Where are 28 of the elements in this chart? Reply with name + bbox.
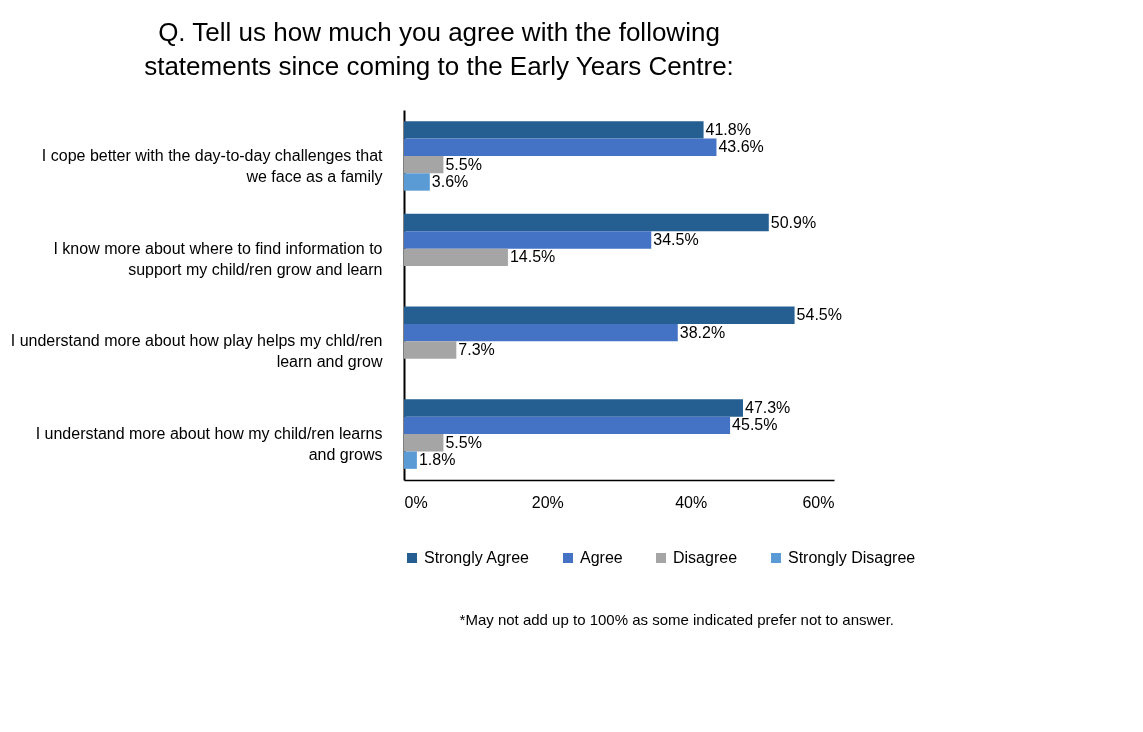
data-label: 3.6% [431,172,469,190]
x-tick-label: 20% [531,493,564,511]
data-label: 5.5% [445,433,482,451]
x-tick-label: 0% [404,493,428,511]
legend-label: Strongly Agree [424,549,530,566]
chart-title: Q. Tell us how much you agree with the following statements since coming to the Early Years Centre: [144,17,734,81]
x-tick-label: 40% [675,493,708,511]
data-label: 7.3% [458,341,495,359]
data-label: 50.9% [770,213,817,231]
data-label: 47.3% [744,399,791,417]
legend-label: Strongly Disagree [788,549,916,566]
y-tick-label: I cope better with the day-to-day challenges that we face as a family [41,146,384,185]
y-tick-label: I understand more about how my child/ren learns and grows [35,425,383,464]
data-label: 54.5% [796,306,842,324]
data-label: 41.8% [705,120,751,138]
data-label: 38.2% [679,323,726,341]
text: *May not add up to 100% as some indicated prefer not to answer. [459,611,894,628]
legend-label: Agree [580,549,623,566]
data-label: 45.5% [732,416,778,434]
x-tick-label: 60% [802,493,835,511]
legend-label: Disagree [673,549,738,566]
data-label: 5.5% [445,155,482,173]
y-tick-label: I know more about where to find information to support my child/ren grow and learn [53,239,383,278]
data-label: 1.8% [418,451,456,469]
data-label: 43.6% [718,138,764,156]
y-tick-label: I understand more about how play helps my chld/ren learn and grow [10,332,383,371]
data-label: 34.5% [653,230,699,248]
data-label: 14.5% [509,248,556,266]
